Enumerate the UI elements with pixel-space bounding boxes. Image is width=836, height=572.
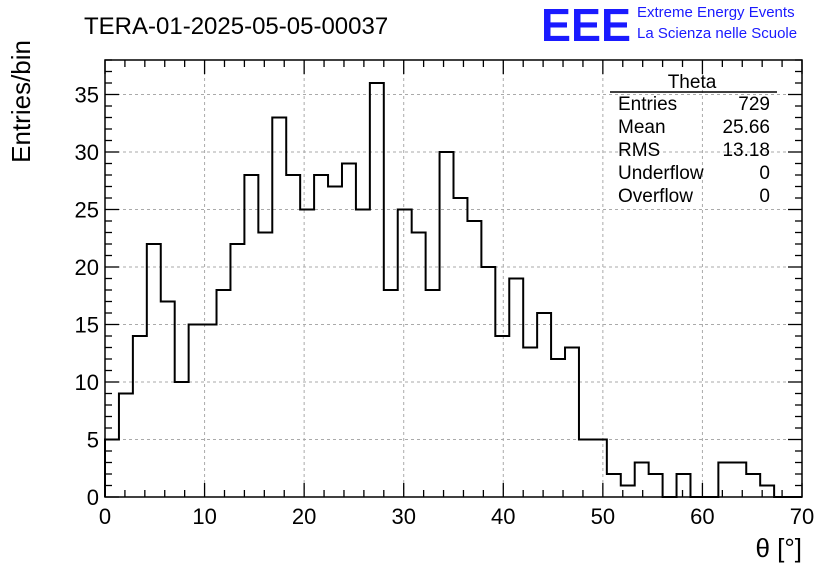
y-tick-label: 30 [75,140,99,165]
stats-value-rms: 13.18 [722,140,770,161]
stats-box: Theta Entries 729 Mean 25.66 RMS 13.18 U… [610,72,777,207]
axis-ticks: 0 10 20 30 40 50 60 70 0 5 10 15 20 25 30 35 [75,59,814,529]
stats-title: Theta [668,72,717,93]
x-tick-label: 10 [192,504,216,529]
chart-title: TERA-01-2025-05-05-00037 [84,13,388,40]
x-tick-label: 70 [790,504,814,529]
eee-logo: EEE Extreme Energy Events La Scienza nel… [541,0,797,51]
stats-label-overflow: Overflow [618,186,693,207]
stats-value-underflow: 0 [759,163,770,184]
x-tick-label: 30 [391,504,415,529]
y-tick-label: 5 [87,428,99,453]
y-tick-label: 20 [75,255,99,280]
y-axis-title: Entries/bin [6,40,36,163]
stats-label-rms: RMS [618,140,660,161]
stats-value-mean: 25.66 [722,117,770,138]
stats-label-underflow: Underflow [618,163,704,184]
stats-value-entries: 729 [738,94,770,115]
x-axis-title: θ [°] [755,533,802,563]
y-tick-label: 10 [75,370,99,395]
x-tick-label: 20 [292,504,316,529]
grid-lines [105,60,802,497]
y-tick-label: 25 [75,198,99,223]
logo-letters: EEE [541,0,631,51]
stats-value-overflow: 0 [759,186,770,207]
stats-label-mean: Mean [618,117,666,138]
x-tick-label: 0 [99,504,111,529]
y-tick-label: 35 [75,83,99,108]
logo-line-1: Extreme Energy Events [637,4,795,21]
stats-label-entries: Entries [618,94,677,115]
logo-line-2: La Scienza nelle Scuole [637,25,797,42]
x-tick-label: 50 [591,504,615,529]
x-tick-label: 40 [491,504,515,529]
x-tick-label: 60 [690,504,714,529]
y-tick-label: 15 [75,313,99,338]
y-tick-label: 0 [87,485,99,510]
